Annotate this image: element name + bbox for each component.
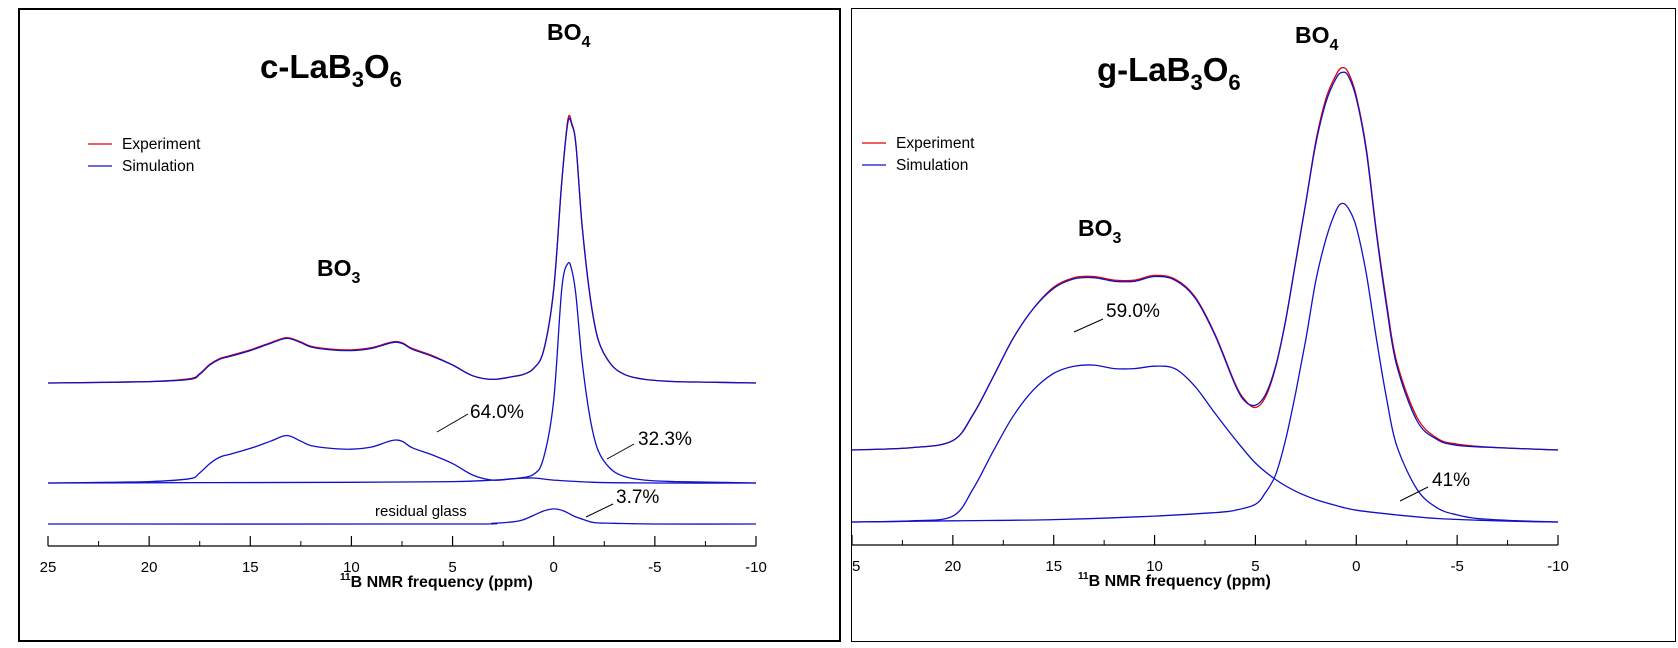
x-tick-label: -10	[745, 559, 767, 576]
x-tick-label: 10	[1146, 558, 1163, 575]
percent-bo4: 32.3%	[638, 429, 692, 450]
legend: Experiment Simulation	[88, 136, 201, 175]
x-tick-label: 0	[550, 559, 558, 576]
pointer-bo3	[436, 413, 469, 433]
spectra-group	[852, 66, 1559, 523]
percent-bo4: 41%	[1432, 470, 1470, 491]
pointer-glass	[585, 503, 614, 518]
x-axis: 25 20 15 10 5 0 -5 -10	[40, 536, 767, 576]
legend: Experiment Simulation	[862, 135, 975, 174]
pointer-bo4	[606, 443, 635, 460]
percent-bo3: 59.0%	[1106, 301, 1160, 322]
x-tick-label: 10	[343, 559, 360, 576]
x-tick-label: -5	[648, 559, 661, 576]
legend-simulation-label: Simulation	[896, 157, 968, 174]
chart-title: g-LaB3O6	[1097, 51, 1241, 95]
x-tick-label: 25	[852, 558, 860, 575]
x-axis: 25 20 15 10 5 0 -5 -10	[852, 535, 1569, 575]
residual-glass-label: residual glass	[375, 503, 467, 520]
pointer-bo3	[1073, 318, 1104, 333]
peak-label-bo4: BO4	[547, 19, 591, 51]
chart-svg-c-lab3o6: 25 20 15 10 5 0 -5 -10 c-LaB3O6 Experiment Simu…	[40, 19, 767, 591]
x-tick-label: 0	[1352, 558, 1360, 575]
component-curve-3	[852, 202, 1559, 523]
pointer-bo4	[1399, 486, 1429, 502]
x-tick-label: -10	[1547, 558, 1569, 575]
percent-bo3: 64.0%	[470, 402, 524, 423]
x-axis-title: 11B NMR frequency (ppm)	[1078, 571, 1271, 590]
peak-label-bo4: BO4	[1295, 22, 1339, 54]
component-curve-2	[47, 434, 757, 484]
chart-title: c-LaB3O6	[260, 48, 402, 92]
component-curve-2	[852, 364, 1559, 523]
legend-simulation-label: Simulation	[122, 158, 194, 175]
chart-panel-c-lab3o6: 25 20 15 10 5 0 -5 -10 c-LaB3O6 Experiment Simu…	[18, 8, 841, 642]
x-tick-label: -5	[1450, 558, 1463, 575]
legend-experiment-label: Experiment	[896, 135, 975, 152]
x-tick-label: 15	[242, 559, 259, 576]
legend-experiment-label: Experiment	[122, 136, 201, 153]
x-axis-title: 11B NMR frequency (ppm)	[340, 572, 533, 591]
peak-label-bo3: BO3	[317, 255, 361, 287]
x-tick-label: 20	[141, 559, 158, 576]
x-tick-label: 5	[448, 559, 456, 576]
spectra-group	[47, 114, 757, 525]
component-curve-3	[47, 261, 757, 484]
experiment-curve	[852, 66, 1559, 451]
chart-svg-g-lab3o6: 25 20 15 10 5 0 -5 -10 g-LaB3O6 Experiment Simu…	[852, 22, 1569, 590]
component-curve-4	[47, 508, 757, 525]
x-tick-label: 20	[945, 558, 962, 575]
chart-panel-g-lab3o6: 25 20 15 10 5 0 -5 -10 g-LaB3O6 Experiment Simu…	[851, 8, 1676, 642]
simulation-curve	[47, 117, 757, 384]
x-tick-label: 15	[1045, 558, 1062, 575]
simulation-curve	[852, 71, 1559, 451]
x-tick-label: 25	[40, 559, 57, 576]
percent-glass: 3.7%	[616, 487, 659, 508]
peak-label-bo3: BO3	[1078, 215, 1122, 247]
x-tick-label: 5	[1251, 558, 1259, 575]
